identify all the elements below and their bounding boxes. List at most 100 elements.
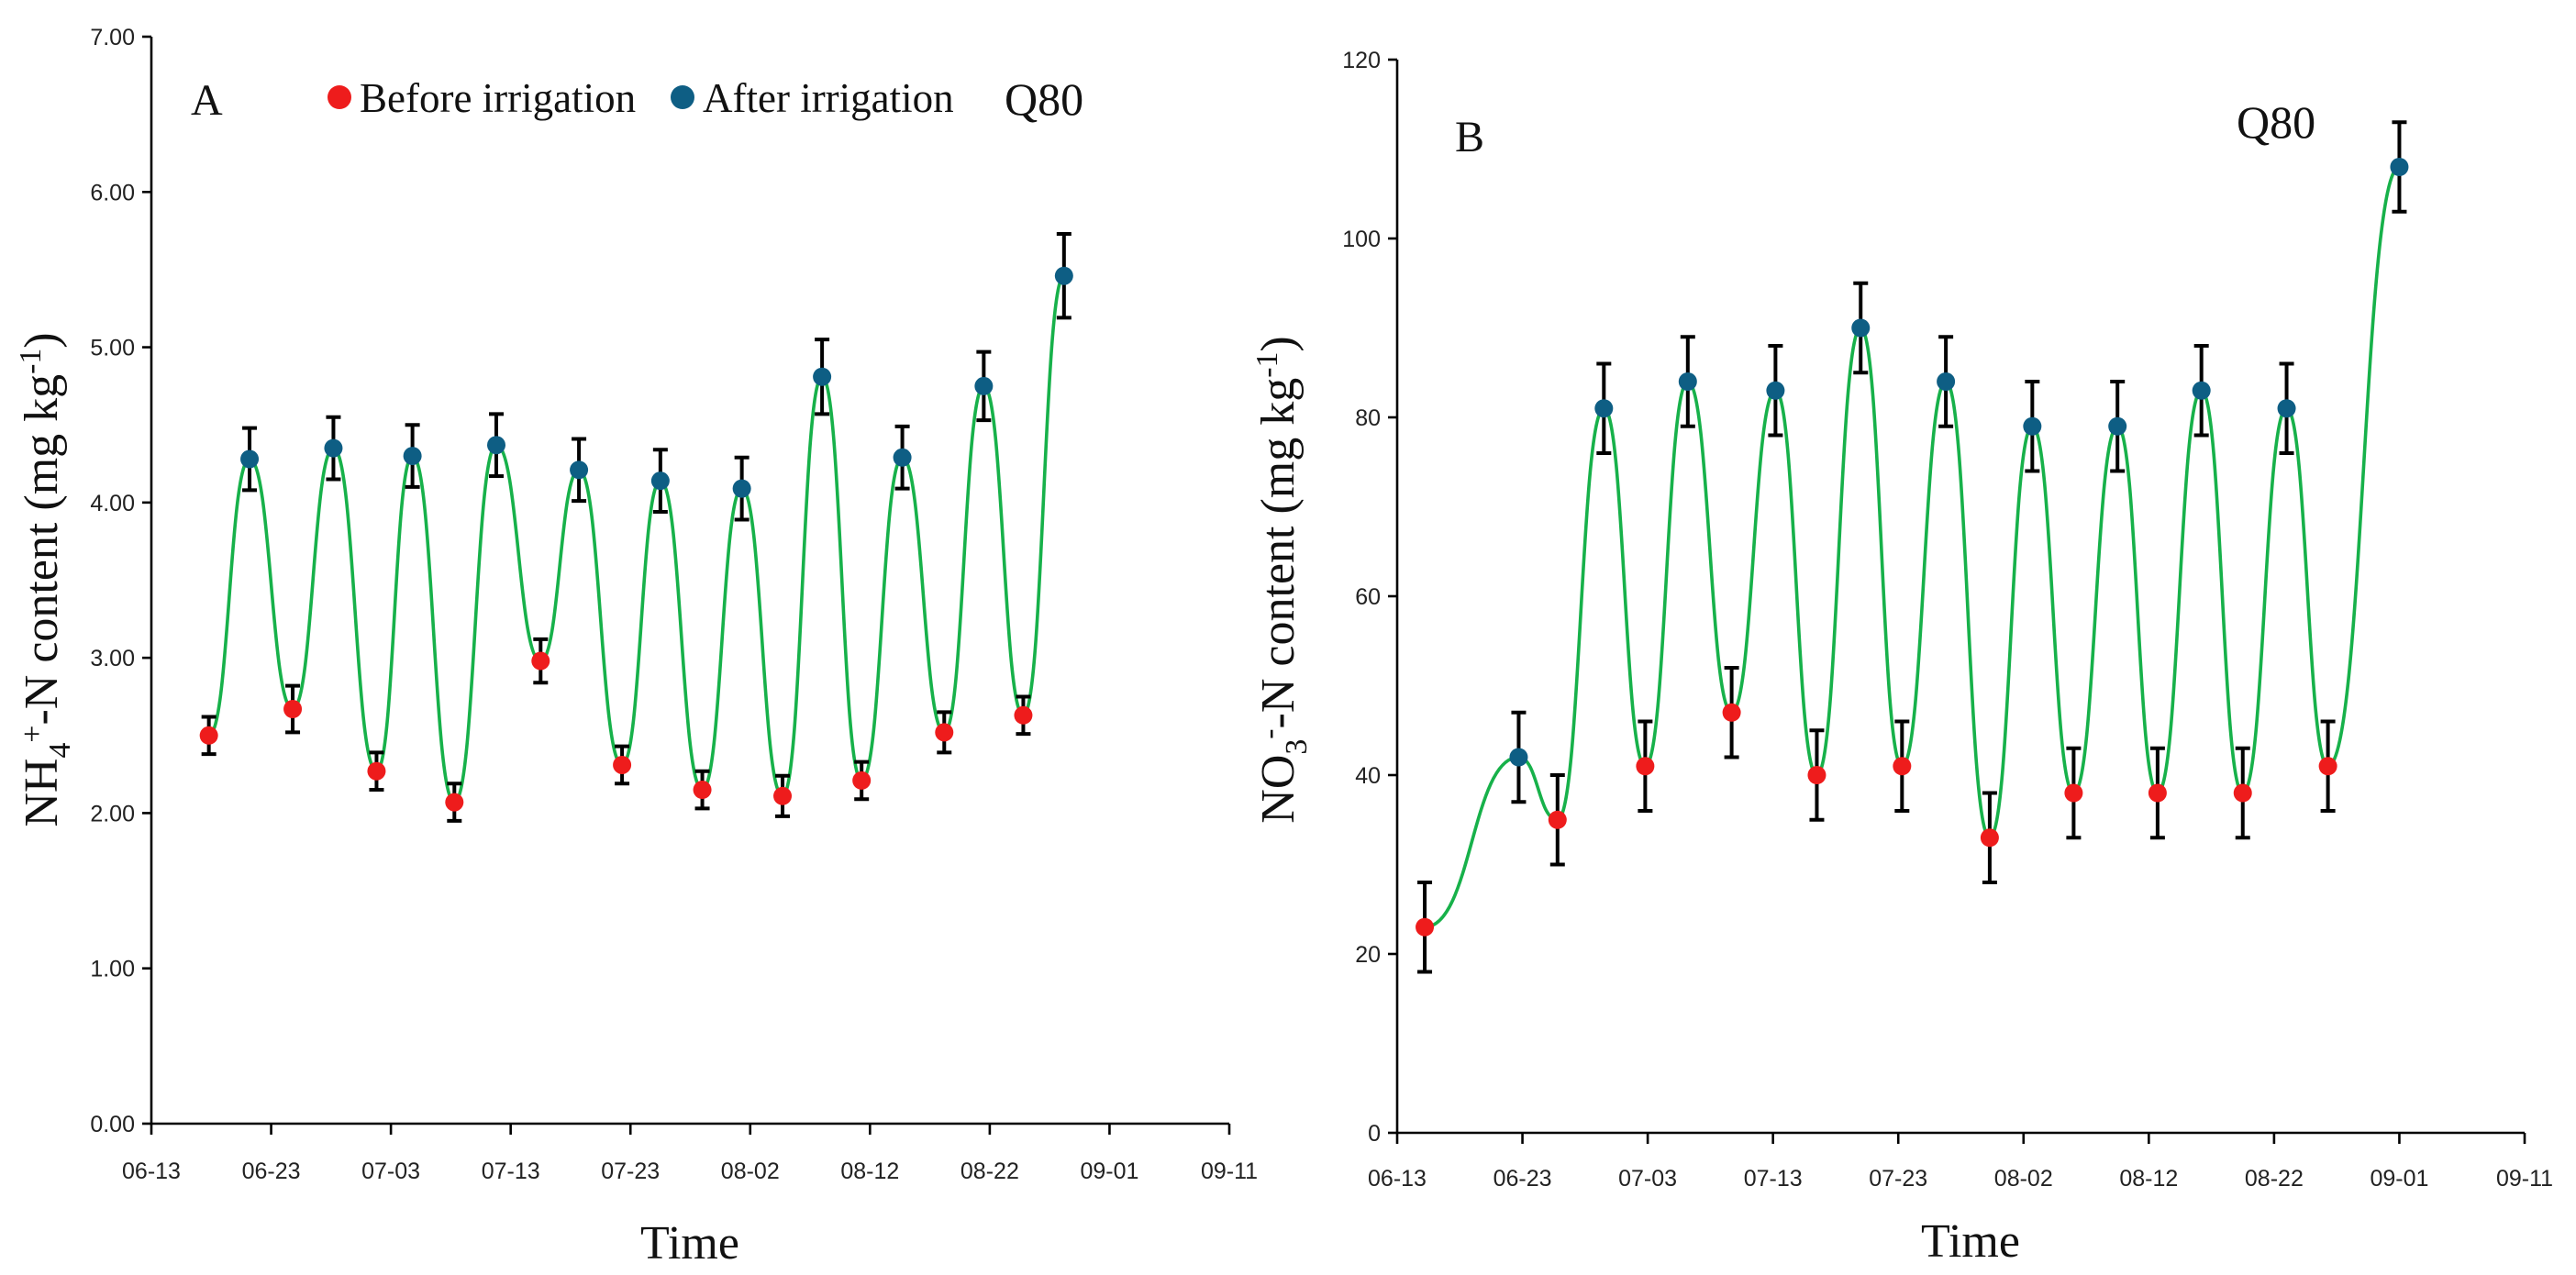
data-point	[445, 793, 464, 812]
data-point	[487, 436, 505, 455]
data-point	[2390, 158, 2409, 176]
data-point	[852, 771, 872, 790]
chart-panel-b: 0 20 40 60 80 100 120 06-13 06-23 07-03 07-13 07-23…	[1250, 48, 2553, 1268]
y-tick-label: 0	[1368, 1121, 1381, 1147]
y-tick-label: 80	[1355, 405, 1381, 431]
x-tick-label: 07-23	[1869, 1166, 1927, 1192]
data-point	[1851, 318, 1871, 338]
data-point	[935, 723, 954, 742]
trend-curve	[207, 273, 1066, 804]
data-point	[1980, 828, 1999, 848]
legend-marker	[671, 85, 694, 109]
data-point	[1766, 381, 1785, 400]
x-axis-label: Time	[640, 1217, 739, 1269]
y-tick-label: 4.00	[90, 491, 135, 516]
data-point	[1807, 766, 1827, 784]
chart-panel-a: 0.00 1.00 2.00 3.00 4.00 5.00 6.00 7.00 06-13 06-…	[14, 25, 1258, 1269]
y-axis-label-part: 3	[1280, 739, 1314, 755]
y-tick-label: 100	[1342, 227, 1381, 252]
data-point	[693, 781, 712, 800]
x-tick-label: 07-13	[482, 1159, 540, 1184]
x-tick-label: 08-22	[2245, 1166, 2304, 1192]
data-point	[1548, 810, 1567, 829]
y-tick-label: 2.00	[90, 801, 135, 826]
y-tick-label: 60	[1355, 584, 1381, 610]
data-point	[1893, 757, 1912, 776]
x-tick-label: 08-12	[2119, 1166, 2178, 1192]
data-point	[1636, 757, 1655, 776]
data-point	[813, 367, 832, 386]
trend-curve	[1424, 165, 2401, 929]
x-tick-label: 07-03	[361, 1159, 420, 1184]
x-tick-label: 06-13	[1368, 1166, 1427, 1192]
data-point	[1054, 266, 1073, 285]
data-point	[1678, 372, 1697, 391]
y-tick-label: 40	[1355, 763, 1381, 789]
data-point	[2023, 416, 2042, 436]
x-tick-label: 09-11	[1201, 1159, 1258, 1184]
data-point	[613, 755, 632, 774]
data-point	[974, 376, 994, 395]
y-tick-label: 5.00	[90, 336, 135, 361]
data-point	[367, 761, 386, 781]
y-axis-label-part: NH	[16, 759, 68, 827]
x-tick-label: 06-23	[1493, 1166, 1552, 1192]
y-axis-label-part: -N content (mg kg	[16, 374, 68, 726]
panel-letter: B	[1455, 113, 1484, 161]
y-tick-label: 6.00	[90, 180, 135, 205]
data-point	[1594, 399, 1614, 418]
y-tick-label: 3.00	[90, 646, 135, 671]
x-tick-label: 09-01	[2370, 1166, 2428, 1192]
y-tick-label: 7.00	[90, 25, 135, 50]
y-tick-label: 120	[1342, 48, 1381, 73]
y-tick-label: 0.00	[90, 1112, 135, 1137]
data-point	[1937, 372, 1956, 391]
data-point	[2064, 783, 2083, 803]
data-point	[199, 726, 218, 745]
data-point	[1509, 748, 1528, 767]
y-tick-label: 20	[1355, 942, 1381, 968]
data-point	[732, 479, 751, 498]
x-axis-label: Time	[1921, 1215, 2020, 1268]
data-point	[2192, 381, 2211, 400]
x-tick-label: 07-23	[601, 1159, 660, 1184]
data-point	[1416, 917, 1435, 937]
treatment-label: Q80	[2237, 96, 2315, 148]
y-axis-label-part: -1	[14, 349, 48, 374]
data-point	[531, 651, 550, 671]
data-point	[570, 460, 589, 480]
data-point	[2233, 783, 2252, 803]
data-point	[893, 448, 912, 467]
data-point	[403, 447, 422, 466]
y-axis-label-part: -1	[1250, 352, 1284, 378]
data-point	[2318, 757, 2337, 776]
data-point	[1014, 705, 1033, 725]
legend-marker	[328, 85, 351, 109]
data-point	[1722, 703, 1741, 722]
data-point	[283, 700, 303, 719]
data-point	[324, 438, 343, 458]
legend: Before irrigation After irrigation	[328, 75, 954, 121]
x-tick-label: 08-02	[1994, 1166, 2053, 1192]
y-axis-label-part: )	[16, 332, 68, 348]
y-axis-label-part: -	[1252, 728, 1286, 738]
y-axis-label-part: 4	[43, 743, 77, 759]
legend-label: After irrigation	[703, 75, 954, 121]
treatment-label: Q80	[1005, 73, 1083, 125]
x-tick-label: 07-03	[1618, 1166, 1677, 1192]
data-point	[240, 449, 260, 469]
x-tick-label: 09-11	[2496, 1166, 2553, 1192]
data-point	[2108, 416, 2127, 436]
data-point	[2277, 399, 2296, 418]
x-tick-label: 08-12	[840, 1159, 899, 1184]
x-tick-label: 06-13	[122, 1159, 181, 1184]
y-axis-label: NH4+-N content (mg kg-1)	[14, 332, 77, 826]
y-axis-label-part: -N content (mg kg	[1252, 378, 1305, 729]
series-before-irrigation	[199, 637, 1033, 823]
x-tick-label: 09-01	[1080, 1159, 1138, 1184]
y-axis-label-part: +	[16, 726, 50, 743]
data-point	[650, 471, 670, 491]
data-point	[2148, 783, 2167, 803]
y-tick-label: 1.00	[90, 957, 135, 982]
